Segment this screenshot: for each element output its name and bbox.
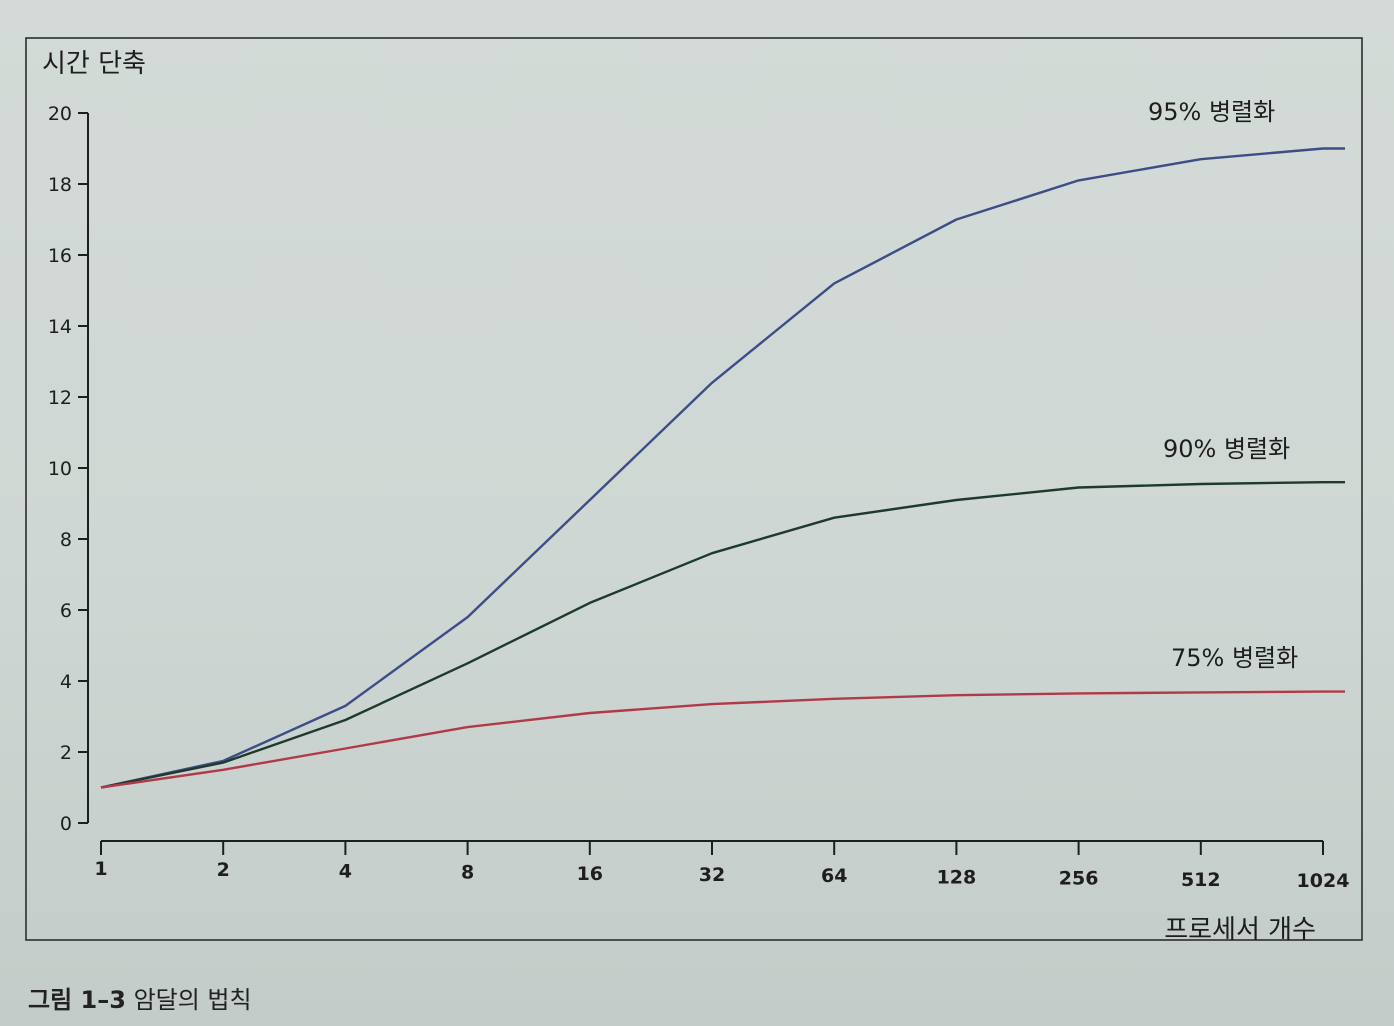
x-tick-label: 64 <box>821 865 847 887</box>
x-tick-label: 512 <box>1181 869 1221 891</box>
y-tick-label: 14 <box>48 316 72 338</box>
y-tick-label: 18 <box>48 174 72 196</box>
x-tick-label: 1 <box>94 858 107 880</box>
x-tick-label: 32 <box>699 864 725 886</box>
series-label: 75% 병렬화 <box>1171 644 1298 672</box>
y-tick-label: 20 <box>48 103 72 125</box>
caption-text: 암달의 법칙 <box>133 986 252 1014</box>
x-tick-label: 4 <box>339 860 352 882</box>
x-axis-title: 프로세서 개수 <box>1164 915 1316 945</box>
series-labels: 95% 병렬화 90% 병렬화 75% 병렬화 <box>1148 98 1298 672</box>
x-tick-label: 8 <box>461 862 474 884</box>
x-tick-label: 1024 <box>1297 870 1350 892</box>
y-tick-label: 16 <box>48 245 72 267</box>
y-tick-label: 2 <box>60 742 72 764</box>
series-line <box>100 481 1345 789</box>
caption-label: 그림 1–3 <box>28 986 126 1014</box>
series-label: 90% 병렬화 <box>1163 435 1290 463</box>
x-tick-label: 2 <box>217 859 230 881</box>
y-tick-label: 8 <box>60 529 72 551</box>
x-tick-label: 256 <box>1059 868 1099 890</box>
y-tick-label: 0 <box>60 813 72 835</box>
series-lines <box>100 147 1345 789</box>
series-line <box>100 147 1345 789</box>
x-tick-label: 16 <box>577 863 603 885</box>
y-axis-title: 시간 단축 <box>42 49 146 79</box>
y-tick-label: 10 <box>48 458 72 480</box>
series-line <box>100 690 1345 789</box>
series-label: 95% 병렬화 <box>1148 98 1275 126</box>
y-tick-label: 12 <box>48 387 72 409</box>
y-tick-label: 4 <box>60 671 72 693</box>
y-tick-label: 6 <box>60 600 72 622</box>
figure-border <box>25 37 1363 941</box>
figure-caption: 그림 1–3 암달의 법칙 <box>28 980 252 1015</box>
x-tick-label: 128 <box>937 866 977 888</box>
